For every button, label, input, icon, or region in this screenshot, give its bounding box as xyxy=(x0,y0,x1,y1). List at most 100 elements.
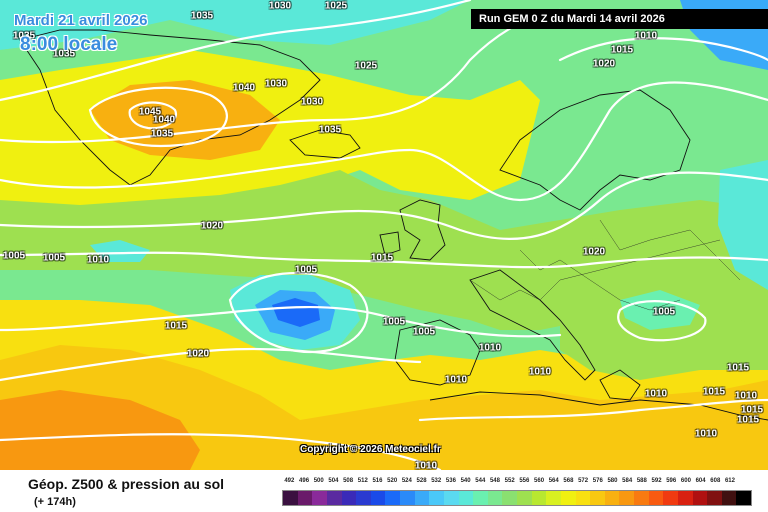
color-scale-cell xyxy=(370,491,386,505)
color-scale-tick: 544 xyxy=(475,478,486,484)
color-scale-tick: 592 xyxy=(651,478,662,484)
ireland-coast xyxy=(379,231,401,256)
isobar-line xyxy=(0,251,768,269)
color-scale-cell xyxy=(487,491,503,505)
color-scale-cell xyxy=(356,491,371,505)
isobar-label: 1025 xyxy=(324,0,348,12)
isobar-label: 1010 xyxy=(634,30,658,42)
color-scale-tick: 528 xyxy=(416,478,427,484)
isobar-label: 1025 xyxy=(354,60,378,72)
color-scale-cell xyxy=(414,491,430,505)
color-scale-tick: 576 xyxy=(592,478,603,484)
lead-time: (+ 174h) xyxy=(34,496,76,508)
color-scale-tick: 560 xyxy=(534,478,545,484)
color-scale-ticks: 492 496 500 504 508 512 516 520 524 528 532 536 540 5… xyxy=(282,478,752,488)
color-scale-cell xyxy=(429,491,444,505)
isobar-label: 1010 xyxy=(414,460,438,471)
color-scale-cell xyxy=(312,491,327,505)
weather-map: 1035 1035 1035 1030 1045 1040 1035 1040 1030 1030… xyxy=(0,0,768,470)
color-scale-tick: 524 xyxy=(401,478,412,484)
isobar-label: 1005 xyxy=(2,250,26,262)
isobar-line xyxy=(0,306,562,338)
color-scale-cell xyxy=(341,491,357,505)
isobar-line xyxy=(558,37,768,62)
color-scale-tick: 512 xyxy=(357,478,368,484)
isobar-line xyxy=(0,171,768,241)
run-label: Run GEM 0 Z du Mardi 14 avril 2026 xyxy=(471,9,768,29)
greece-coast xyxy=(599,369,641,401)
isobar-label: 1010 xyxy=(528,366,552,378)
field-darkorange-southwest xyxy=(0,390,200,470)
isobar-label: 1015 xyxy=(740,404,764,416)
isobar-line xyxy=(0,433,442,470)
color-scale-cell xyxy=(619,491,634,505)
color-scale-tick: 532 xyxy=(431,478,442,484)
color-scale-tick: 504 xyxy=(328,478,339,484)
isobar-low-center xyxy=(228,271,369,353)
copyright-notice: Copyright © 2026 Meteociel.fr xyxy=(300,444,441,455)
color-scale-tick: 588 xyxy=(636,478,647,484)
isobar-line xyxy=(0,81,768,202)
greenland-coast xyxy=(19,29,321,186)
color-scale-tick: 492 xyxy=(284,478,295,484)
isobar-label: 1040 xyxy=(232,82,256,94)
color-scale-cell xyxy=(531,491,547,505)
color-scale-cell xyxy=(473,491,488,505)
color-scale-cell xyxy=(458,491,474,505)
color-scale-tick: 540 xyxy=(460,478,471,484)
great-britain-coast xyxy=(399,199,446,261)
isobar-label: 1015 xyxy=(702,386,726,398)
color-scale-tick: 596 xyxy=(666,478,677,484)
field-green-mid xyxy=(0,170,768,350)
color-scale-cell xyxy=(326,491,342,505)
color-scale-tick: 564 xyxy=(548,478,559,484)
isobar-label: 1005 xyxy=(382,316,406,328)
isobars xyxy=(0,0,768,470)
isobar-label: 1015 xyxy=(726,362,750,374)
scandinavia-coast xyxy=(499,89,691,211)
isobar-line xyxy=(0,8,562,144)
color-scale-tick: 500 xyxy=(313,478,324,484)
color-scale-cell xyxy=(297,491,313,505)
isobar-label: 1010 xyxy=(478,342,502,354)
isobar-label: 1010 xyxy=(734,390,758,402)
valid-time: 8:00 locale xyxy=(20,34,118,55)
color-scale-tick: 556 xyxy=(519,478,530,484)
color-scale-cell xyxy=(443,491,459,505)
color-scale-cell xyxy=(736,491,751,505)
isobar-label: 1020 xyxy=(200,220,224,232)
color-scale-cell xyxy=(502,491,517,505)
color-scale-cell xyxy=(575,491,591,505)
color-scale-tick: 496 xyxy=(299,478,310,484)
isobar-label: 1005 xyxy=(652,306,676,318)
isobar-label: 1035 xyxy=(150,128,174,140)
isobar-line xyxy=(0,347,422,382)
color-scale-cell xyxy=(590,491,605,505)
color-scale-tick: 600 xyxy=(680,478,691,484)
isobar-label: 1005 xyxy=(42,252,66,264)
valid-date: Mardi 21 avril 2026 xyxy=(14,12,148,29)
isobar-label: 1015 xyxy=(736,414,760,426)
color-scale-bar xyxy=(282,490,752,506)
isobar-label: 1040 xyxy=(152,114,176,126)
isobar-label: 1030 xyxy=(300,96,324,108)
isobar-label: 1035 xyxy=(190,10,214,22)
isobar-label: 1035 xyxy=(12,30,36,42)
color-scale-tick: 520 xyxy=(387,478,398,484)
border-line xyxy=(519,249,681,311)
isobar-label: 1015 xyxy=(164,320,188,332)
isobar-label: 1035 xyxy=(318,124,342,136)
color-scale-cell xyxy=(560,491,576,505)
legend-footer: Géop. Z500 & pression au sol (+ 174h) 49… xyxy=(0,470,768,512)
europe-south-coast xyxy=(469,269,596,381)
color-scale-tick: 572 xyxy=(578,478,589,484)
isobar-label: 1010 xyxy=(86,254,110,266)
isobar-line xyxy=(418,398,768,422)
color-scale-cell xyxy=(604,491,620,505)
isobar-label: 1010 xyxy=(444,374,468,386)
field-cyan-west xyxy=(90,240,150,262)
color-scale-cell xyxy=(634,491,649,505)
isobar-label: 1030 xyxy=(264,78,288,90)
iceland-coast xyxy=(289,129,361,159)
color-scale-tick: 508 xyxy=(343,478,354,484)
